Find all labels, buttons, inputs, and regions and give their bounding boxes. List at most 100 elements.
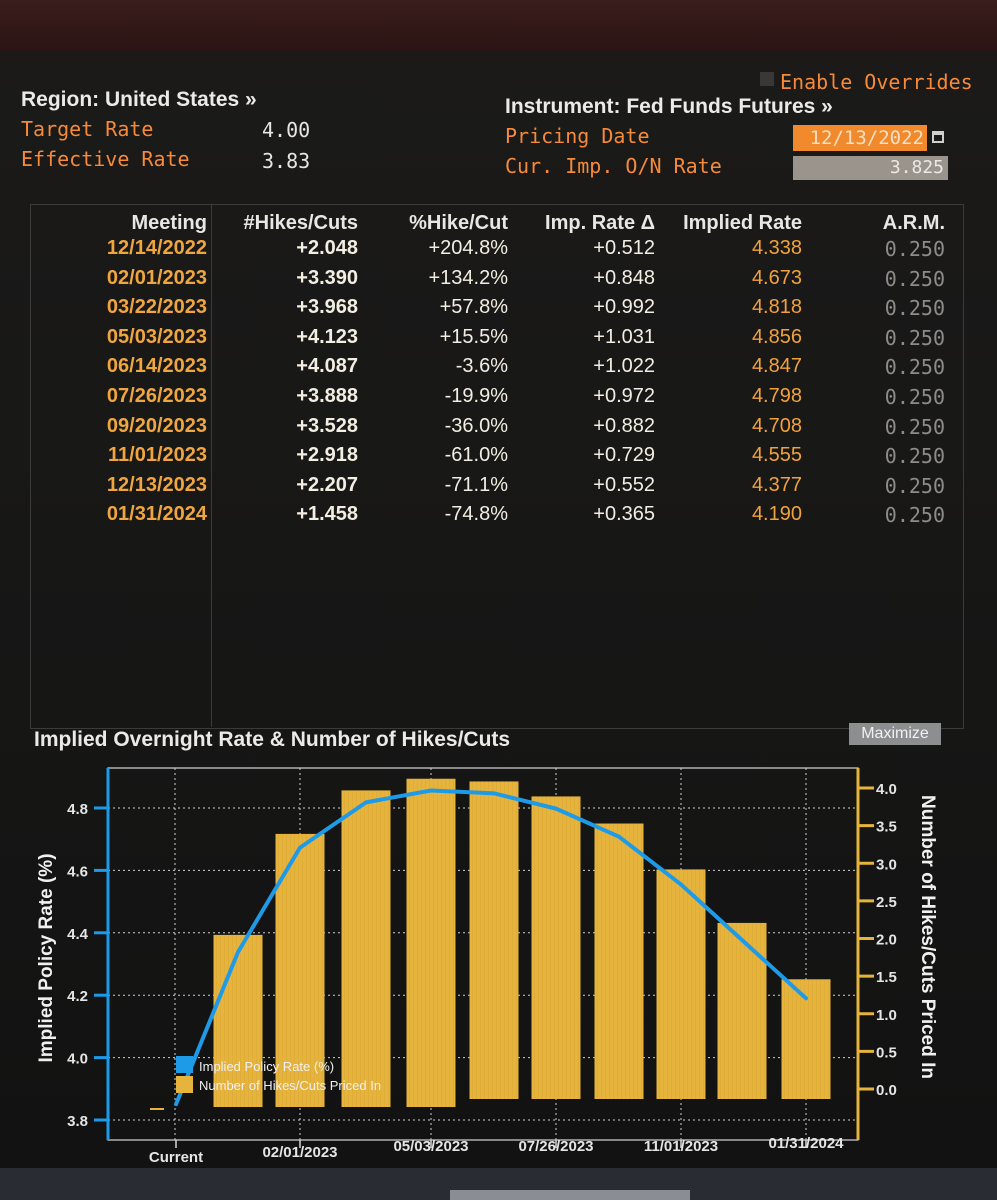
legend-swatch-bar — [176, 1076, 193, 1093]
pricing-date-input[interactable]: 12/13/2022 — [793, 125, 927, 151]
row-pct: -61.0% — [444, 444, 508, 467]
row-hikes: +1.458 — [296, 503, 358, 526]
row-implied-rate: 4.856 — [751, 325, 802, 348]
left-tick-label: 4.0 — [67, 1051, 88, 1068]
calendar-icon[interactable] — [932, 131, 944, 143]
hikes-bars — [150, 778, 831, 1110]
row-arm: 0.250 — [884, 444, 945, 469]
x-tick-label: 07/26/2023 — [518, 1138, 593, 1155]
row-pct: -74.8% — [444, 503, 508, 526]
rate-line — [174, 788, 808, 1107]
row-hikes: +2.207 — [296, 473, 358, 496]
row-arm: 0.250 — [884, 266, 945, 291]
row-implied-rate: 4.708 — [751, 414, 802, 437]
row-implied-rate: 4.338 — [751, 237, 802, 259]
table-row[interactable]: 09/20/2023 +3.528 -36.0% +0.882 4.708 0.250 — [0, 415, 997, 445]
row-imp-delta: +0.972 — [593, 385, 655, 407]
row-arm: 0.250 — [884, 325, 945, 350]
row-meeting: 12/14/2022 — [106, 237, 207, 259]
cur-imp-rate-label: Cur. Imp. O/N Rate — [505, 154, 722, 178]
rate-line-group — [174, 788, 808, 1107]
maximize-button[interactable]: Maximize — [849, 723, 941, 745]
bar — [469, 781, 519, 1099]
row-imp-delta: +0.848 — [593, 266, 655, 289]
monitor-bezel-top — [0, 0, 997, 52]
row-arm: 0.250 — [884, 296, 945, 321]
col-header-arm: A.R.M. — [882, 212, 945, 234]
table-row[interactable]: 07/26/2023 +3.888 -19.9% +0.972 4.798 0.250 — [0, 385, 997, 415]
row-imp-delta: +0.365 — [593, 503, 655, 526]
row-imp-delta: +0.729 — [593, 444, 655, 467]
left-tick-label: 4.2 — [67, 988, 88, 1005]
enable-overrides-checkbox[interactable] — [760, 72, 774, 86]
row-meeting: 05/03/2023 — [106, 325, 207, 348]
row-hikes: +4.123 — [296, 325, 358, 348]
left-tick-label: 4.4 — [67, 926, 89, 943]
row-imp-delta: +0.552 — [593, 473, 655, 496]
row-pct: +204.8% — [428, 237, 508, 259]
row-pct: +134.2% — [428, 266, 508, 289]
y-axis-right-title: Number of Hikes/Cuts Priced In — [917, 795, 938, 1079]
left-tick-label: 4.8 — [67, 801, 88, 818]
row-hikes: +3.528 — [296, 414, 358, 437]
legend-swatch-line — [176, 1056, 193, 1073]
table-row[interactable]: 02/01/2023 +3.390 +134.2% +0.848 4.673 0.250 — [0, 267, 997, 297]
instrument-selector[interactable]: Instrument: Fed Funds Futures » — [505, 95, 833, 118]
table-row[interactable]: 11/01/2023 +2.918 -61.0% +0.729 4.555 0.250 — [0, 444, 997, 474]
row-implied-rate: 4.673 — [751, 266, 802, 289]
row-hikes: +4.087 — [296, 355, 358, 378]
row-meeting: 03/22/2023 — [106, 296, 207, 319]
effective-rate-value: 3.83 — [262, 149, 311, 173]
bar — [656, 869, 706, 1099]
row-hikes: +3.390 — [296, 266, 358, 289]
table-row[interactable]: 01/31/2024 +1.458 -74.8% +0.365 4.190 0.250 — [0, 503, 997, 533]
row-meeting: 09/20/2023 — [106, 414, 207, 437]
bar — [717, 922, 767, 1099]
bar — [341, 790, 391, 1107]
col-header-hikes: #Hikes/Cuts — [243, 212, 359, 234]
row-meeting: 07/26/2023 — [106, 385, 207, 407]
row-meeting: 11/01/2023 — [108, 444, 207, 467]
row-pct: -3.6% — [455, 355, 508, 378]
right-tick-label: 0.0 — [876, 1082, 897, 1099]
left-tick-label: 4.6 — [67, 863, 88, 880]
table-row[interactable]: 03/22/2023 +3.968 +57.8% +0.992 4.818 0.250 — [0, 296, 997, 326]
row-hikes: +2.048 — [296, 237, 358, 259]
legend-label-line: Implied Policy Rate (%) — [199, 1059, 334, 1074]
bar — [594, 823, 644, 1099]
bar — [275, 833, 325, 1107]
row-meeting: 01/31/2024 — [106, 503, 207, 526]
target-rate-value: 4.00 — [262, 118, 311, 142]
row-meeting: 02/01/2023 — [106, 266, 207, 289]
row-hikes: +2.918 — [296, 444, 358, 467]
row-pct: -71.1% — [444, 473, 508, 496]
col-header-meeting: Meeting — [131, 212, 207, 234]
x-tick-label: 11/01/2023 — [644, 1138, 718, 1155]
pricing-date-label: Pricing Date — [505, 124, 650, 148]
right-tick-label: 4.0 — [876, 781, 897, 798]
col-header-imp-delta: Imp. Rate Δ — [545, 212, 655, 234]
table-row[interactable]: 12/13/2023 +2.207 -71.1% +0.552 4.377 0.250 — [0, 474, 997, 504]
row-imp-delta: +0.512 — [593, 237, 655, 259]
table-row[interactable]: 05/03/2023 +4.123 +15.5% +1.031 4.856 0.250 — [0, 326, 997, 356]
table-row[interactable]: 12/14/2022 +2.048 +204.8% +0.512 4.338 0.250 — [0, 237, 997, 267]
chart-legend: Implied Policy Rate (%) Number of Hikes/C… — [176, 1056, 381, 1093]
table-divider — [211, 205, 212, 727]
effective-rate-label: Effective Rate — [21, 147, 190, 171]
right-tick-label: 0.5 — [876, 1044, 897, 1061]
right-tick-label: 2.5 — [876, 894, 897, 911]
left-tick-label: 3.8 — [67, 1113, 88, 1130]
row-arm: 0.250 — [884, 473, 945, 498]
row-pct: -19.9% — [444, 385, 508, 407]
legend-label-bar: Number of Hikes/Cuts Priced In — [199, 1078, 381, 1093]
chart-axes: 3.8 4.0 4.2 4.4 4.6 4.8 0.0 0.5 1.0 1.5 2.0 2.5 3.0 3… — [36, 768, 938, 1166]
right-tick-label: 3.0 — [876, 856, 897, 873]
row-implied-rate: 4.555 — [751, 444, 802, 467]
row-pct: +15.5% — [439, 325, 508, 348]
region-selector[interactable]: Region: United States » — [21, 88, 257, 111]
table-row[interactable]: 06/14/2023 +4.087 -3.6% +1.022 4.847 0.250 — [0, 355, 997, 385]
enable-overrides-label[interactable]: Enable Overrides — [780, 70, 973, 94]
right-tick-label: 1.0 — [876, 1007, 897, 1024]
x-tick-label: 01/31/2024 — [768, 1135, 844, 1152]
row-implied-rate: 4.798 — [751, 385, 802, 407]
